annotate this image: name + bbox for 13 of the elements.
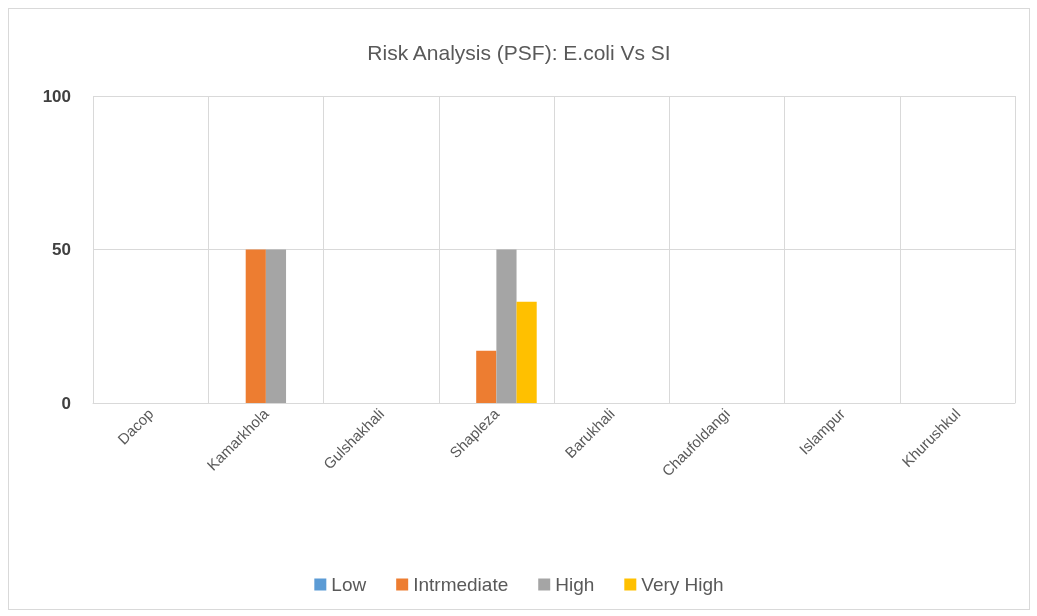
- bar: [496, 249, 517, 403]
- legend-label: High: [555, 574, 595, 595]
- y-tick-label: 100: [42, 86, 71, 106]
- legend-label: Intrmediate: [413, 574, 509, 595]
- legend-label: Very High: [641, 574, 724, 595]
- chart-title: Risk Analysis (PSF): E.coli Vs SI: [367, 41, 671, 64]
- bar: [476, 350, 497, 403]
- bar: [245, 249, 266, 403]
- y-tick-label: 0: [61, 393, 71, 413]
- legend-label: Low: [331, 574, 367, 595]
- y-tick-label: 50: [52, 240, 71, 259]
- bar: [516, 301, 537, 403]
- bar: [265, 249, 287, 403]
